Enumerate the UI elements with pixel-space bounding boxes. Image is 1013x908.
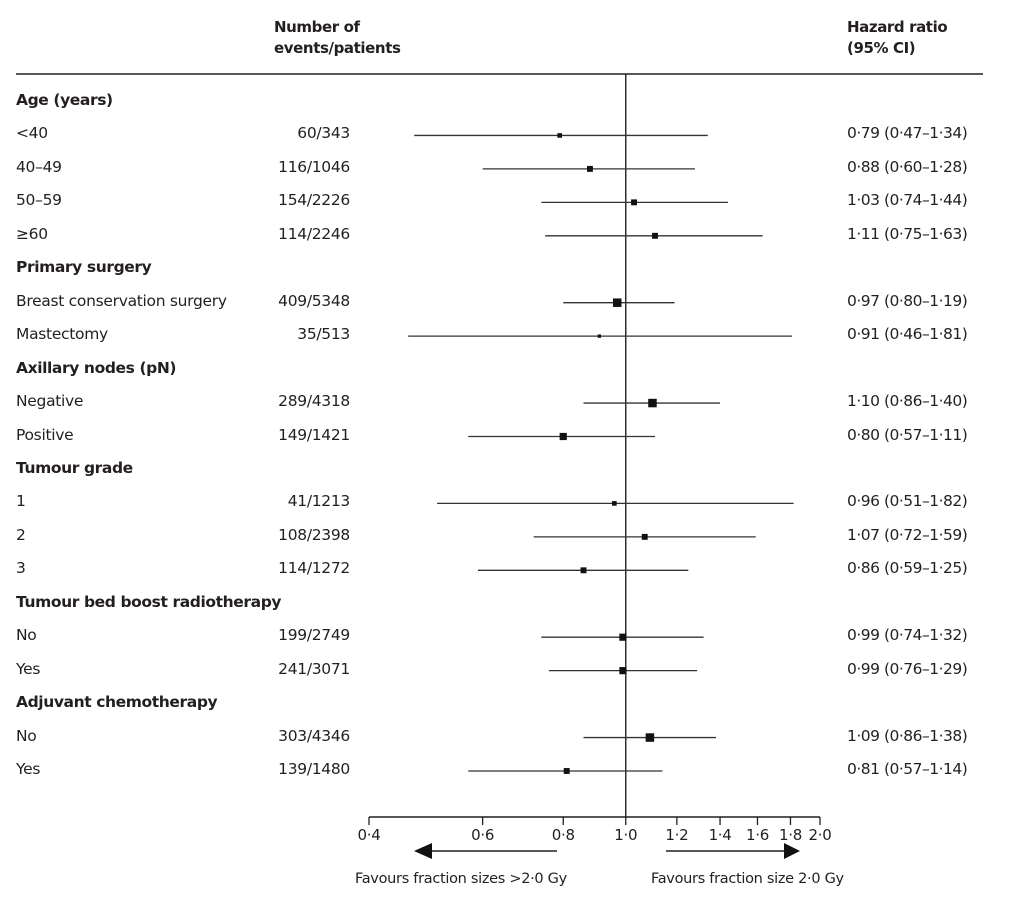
events-patients-value: 289/4318 [278, 392, 350, 411]
hr-header-line1: Hazard ratio [847, 18, 948, 36]
hazard-ratio-text: 0·80 (0·57–1·11) [847, 425, 968, 444]
events-patients-value: 60/343 [297, 124, 350, 143]
hazard-ratio-text: 0·79 (0·47–1·34) [847, 124, 968, 143]
hr-point [631, 199, 637, 206]
category-label: Axillary nodes (pN) [16, 358, 177, 377]
x-tick-label: 2·0 [808, 826, 832, 844]
events-patients-value: 303/4346 [278, 726, 350, 745]
hr-point [563, 768, 570, 774]
favours-right-label: Favours fraction size 2·0 Gy [651, 871, 844, 887]
row-label: Yes [16, 760, 41, 778]
events-column-header: Number of events/patients [274, 17, 401, 59]
events-patients-value: 241/3071 [278, 659, 350, 678]
row-label: <40 [16, 124, 48, 143]
category-label: Primary surgery [16, 258, 152, 277]
x-tick-label: 1·8 [778, 826, 802, 844]
row-label: Mastectomy [16, 325, 108, 344]
hazard-ratio-text: 0·97 (0·80–1·19) [847, 291, 968, 310]
hr-point [641, 533, 648, 540]
hazard-ratio-text: 0·88 (0·60–1·28) [847, 157, 968, 176]
hr-point [586, 165, 593, 172]
events-patients-value: 41/1213 [287, 492, 351, 511]
row-label: No [16, 626, 37, 645]
hr-header-line2: (95% CI) [847, 39, 916, 57]
favours-left-label: Favours fraction sizes >2·0 Gy [355, 871, 567, 887]
events-patients-value: 116/1046 [278, 157, 350, 176]
hr-column-header: Hazard ratio (95% CI) [847, 17, 948, 59]
x-tick-label: 0·6 [471, 826, 495, 844]
hr-point [580, 567, 587, 574]
events-patients-value: 35/513 [297, 325, 350, 344]
hazard-ratio-text: 1·10 (0·86–1·40) [847, 392, 968, 411]
events-patients-value: 149/1421 [278, 425, 350, 444]
hazard-ratio-text: 1·07 (0·72–1·59) [847, 525, 968, 544]
row-label: 1 [16, 492, 26, 511]
hazard-ratio-text: 0·86 (0·59–1·25) [847, 559, 968, 578]
hazard-ratio-text: 0·99 (0·74–1·32) [847, 626, 968, 645]
x-tick-label: 1·6 [745, 826, 769, 844]
hr-point [619, 633, 627, 641]
category-label: Tumour grade [16, 458, 133, 477]
x-tick-label: 0·4 [357, 826, 381, 844]
hr-point [612, 298, 622, 307]
hazard-ratio-text: 1·03 (0·74–1·44) [847, 191, 968, 210]
events-patients-value: 108/2398 [278, 525, 350, 544]
hr-point [559, 432, 567, 441]
right-arrow-icon [784, 843, 800, 859]
hazard-ratio-text: 1·11 (0·75–1·63) [847, 224, 968, 243]
row-label: No [16, 726, 37, 745]
events-patients-value: 199/2749 [278, 626, 350, 645]
hr-point [652, 232, 658, 239]
hazard-ratio-text: 0·81 (0·57–1·14) [847, 760, 968, 778]
hr-point [612, 501, 617, 506]
row-label: Yes [16, 659, 41, 678]
hr-point [597, 334, 601, 338]
events-patients-value: 114/2246 [278, 224, 350, 243]
hr-point [619, 667, 627, 675]
events-header-line2: events/patients [274, 39, 401, 57]
category-label: Adjuvant chemotherapy [16, 693, 218, 712]
events-patients-value: 154/2226 [278, 191, 350, 210]
hazard-ratio-text: 0·99 (0·76–1·29) [847, 659, 968, 678]
hr-point [648, 398, 657, 408]
row-label: 50–59 [16, 191, 62, 210]
events-header-line1: Number of [274, 18, 360, 36]
events-patients-value: 139/1480 [278, 760, 350, 778]
row-label: Positive [16, 425, 74, 444]
hazard-ratio-text: 0·91 (0·46–1·81) [847, 325, 968, 344]
row-label: 2 [16, 525, 26, 544]
row-label: 40–49 [16, 157, 62, 176]
x-tick-label: 1·2 [665, 826, 689, 844]
x-tick-label: 1·0 [614, 826, 638, 844]
row-label: Negative [16, 392, 84, 411]
hazard-ratio-text: 1·09 (0·86–1·38) [847, 726, 968, 745]
category-label: Tumour bed boost radiotherapy [16, 592, 282, 611]
row-label: ≥60 [16, 224, 48, 243]
row-label: Breast conservation surgery [16, 291, 227, 310]
x-tick-label: 0·8 [551, 826, 575, 844]
row-label: 3 [16, 559, 26, 578]
hazard-ratio-text: 0·96 (0·51–1·82) [847, 492, 968, 511]
events-patients-value: 114/1272 [278, 559, 350, 578]
hr-point [557, 133, 563, 138]
category-label: Age (years) [16, 91, 113, 109]
left-arrow-icon [414, 843, 432, 859]
events-patients-value: 409/5348 [278, 291, 350, 310]
hr-point [645, 733, 655, 742]
x-tick-label: 1·4 [708, 826, 732, 844]
